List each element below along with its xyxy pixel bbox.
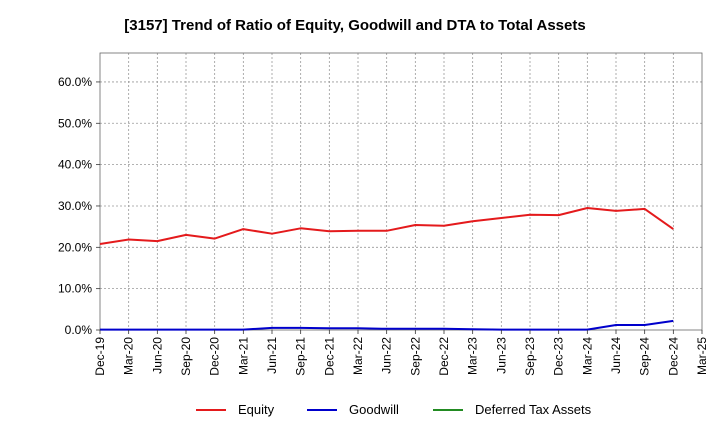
y-tick-label: 40.0% bbox=[58, 158, 92, 172]
legend-label-goodwill: Goodwill bbox=[349, 402, 399, 417]
chart-title: [3157] Trend of Ratio of Equity, Goodwil… bbox=[124, 17, 585, 34]
x-axis-ticks: Dec-19 Mar-20 Jun-20 Sep-20 Dec-20 Mar-21 Jun-… bbox=[93, 330, 709, 376]
grid-layer bbox=[100, 53, 702, 330]
legend-label-deferred-tax-assets: Deferred Tax Assets bbox=[475, 402, 592, 417]
x-tick-label: Jun-22 bbox=[380, 337, 394, 374]
x-tick-label: Mar-25 bbox=[695, 337, 709, 375]
series-layer bbox=[99, 207, 674, 331]
x-tick-label: Jun-21 bbox=[265, 337, 279, 374]
x-tick-label: Dec-20 bbox=[208, 337, 222, 376]
x-tick-label: Dec-21 bbox=[322, 337, 336, 376]
x-tick-label: Jun-24 bbox=[609, 337, 623, 374]
series-line-equity bbox=[99, 207, 674, 245]
x-tick-label: Jun-20 bbox=[150, 337, 164, 374]
y-tick-label: 50.0% bbox=[58, 116, 92, 130]
x-tick-label: Sep-22 bbox=[408, 337, 422, 376]
y-tick-label: 10.0% bbox=[58, 282, 92, 296]
x-tick-label: Dec-22 bbox=[437, 337, 451, 376]
x-tick-label: Dec-23 bbox=[552, 337, 566, 376]
x-tick-label: Sep-21 bbox=[294, 337, 308, 376]
y-tick-label: 0.0% bbox=[65, 323, 93, 337]
plot-frame bbox=[99, 52, 703, 331]
x-tick-label: Dec-19 bbox=[93, 337, 107, 376]
y-tick-label: 30.0% bbox=[58, 199, 92, 213]
legend: Equity Goodwill Deferred Tax Assets bbox=[196, 402, 592, 417]
y-tick-label: 20.0% bbox=[58, 240, 92, 254]
x-tick-label: Mar-24 bbox=[580, 337, 594, 375]
x-tick-label: Mar-22 bbox=[351, 337, 365, 375]
y-tick-label: 60.0% bbox=[58, 75, 92, 89]
x-tick-label: Mar-21 bbox=[236, 337, 250, 375]
legend-label-equity: Equity bbox=[238, 402, 275, 417]
x-tick-label: Sep-24 bbox=[638, 337, 652, 376]
x-tick-label: Jun-23 bbox=[494, 337, 508, 374]
x-tick-label: Sep-23 bbox=[523, 337, 537, 376]
x-tick-label: Mar-23 bbox=[466, 337, 480, 375]
x-tick-label: Dec-24 bbox=[666, 337, 680, 376]
x-tick-label: Mar-20 bbox=[122, 337, 136, 375]
series-line-goodwill bbox=[100, 319, 674, 331]
x-tick-label: Sep-20 bbox=[179, 337, 193, 376]
y-axis-ticks: 0.0% 10.0% 20.0% 30.0% 40.0% 50.0% 60.0% bbox=[58, 75, 100, 337]
